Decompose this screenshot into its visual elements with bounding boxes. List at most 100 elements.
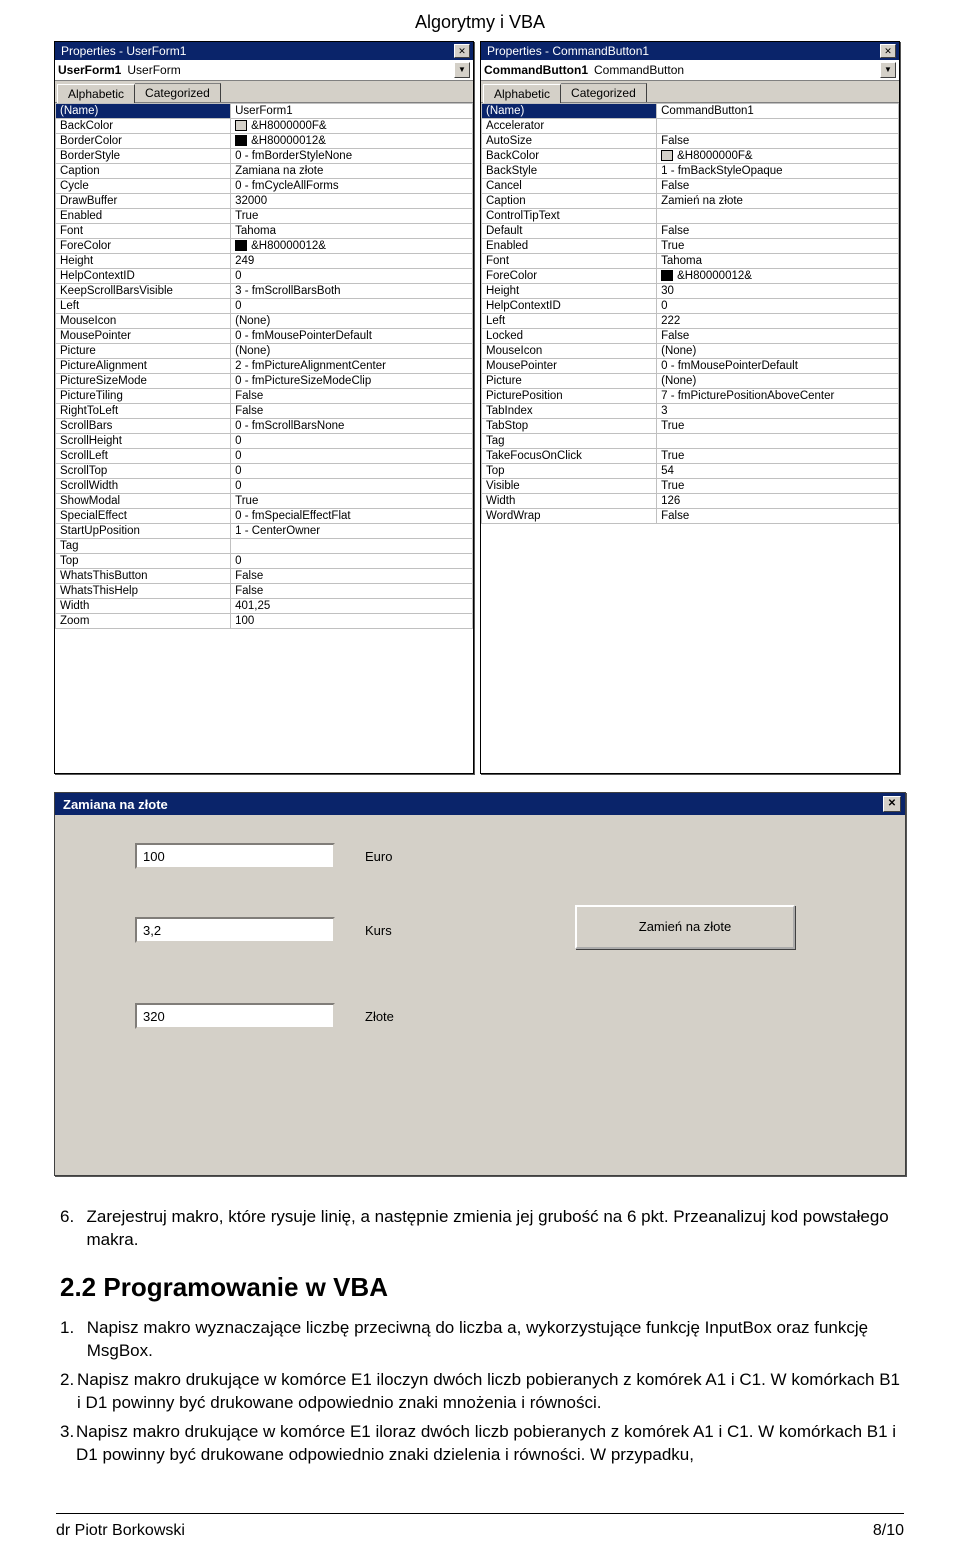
property-value[interactable]: False [231,404,473,419]
property-row[interactable]: Width126 [482,494,899,509]
chevron-down-icon[interactable]: ▼ [454,62,470,78]
property-value[interactable]: True [231,494,473,509]
property-value[interactable]: True [657,239,899,254]
property-value[interactable] [657,434,899,449]
property-row[interactable]: ForeColor&H80000012& [56,239,473,254]
property-value[interactable]: Zamiana na złote [231,164,473,179]
property-value[interactable]: True [657,419,899,434]
property-value[interactable]: &H8000000F& [231,119,473,134]
property-row[interactable]: TakeFocusOnClickTrue [482,449,899,464]
properties-grid-right[interactable]: (Name)CommandButton1AcceleratorAutoSizeF… [481,103,899,524]
property-row[interactable]: ForeColor&H80000012& [482,269,899,284]
property-value[interactable]: Zamień na złote [657,194,899,209]
property-row[interactable]: ScrollBars0 - fmScrollBarsNone [56,419,473,434]
property-row[interactable]: Accelerator [482,119,899,134]
property-row[interactable]: (Name)UserForm1 [56,104,473,119]
property-row[interactable]: EnabledTrue [56,209,473,224]
property-value[interactable]: False [657,134,899,149]
close-icon[interactable]: ✕ [454,44,470,58]
property-value[interactable]: 249 [231,254,473,269]
tab-alphabetic[interactable]: Alphabetic [57,84,135,103]
property-value[interactable]: 7 - fmPicturePositionAboveCenter [657,389,899,404]
property-row[interactable]: TabIndex3 [482,404,899,419]
property-row[interactable]: ScrollWidth0 [56,479,473,494]
property-value[interactable]: 126 [657,494,899,509]
property-value[interactable]: 0 [231,434,473,449]
property-row[interactable]: BackColor&H8000000F& [482,149,899,164]
property-value[interactable]: 0 - fmBorderStyleNone [231,149,473,164]
property-value[interactable]: True [231,209,473,224]
kurs-input[interactable] [135,917,335,943]
property-value[interactable]: 100 [231,614,473,629]
property-row[interactable]: Picture(None) [482,374,899,389]
property-value[interactable]: Tahoma [657,254,899,269]
property-row[interactable]: SpecialEffect0 - fmSpecialEffectFlat [56,509,473,524]
property-row[interactable]: KeepScrollBarsVisible3 - fmScrollBarsBot… [56,284,473,299]
property-value[interactable]: False [231,584,473,599]
property-row[interactable]: WhatsThisButtonFalse [56,569,473,584]
property-value[interactable]: 0 [231,554,473,569]
property-value[interactable]: 401,25 [231,599,473,614]
property-row[interactable]: Cycle0 - fmCycleAllForms [56,179,473,194]
property-row[interactable]: WordWrapFalse [482,509,899,524]
close-icon[interactable]: ✕ [883,796,901,812]
property-value[interactable]: 0 [657,299,899,314]
property-row[interactable]: LockedFalse [482,329,899,344]
property-row[interactable]: PictureAlignment2 - fmPictureAlignmentCe… [56,359,473,374]
property-row[interactable]: TabStopTrue [482,419,899,434]
close-icon[interactable]: ✕ [880,44,896,58]
property-row[interactable]: Tag [482,434,899,449]
property-row[interactable]: BorderStyle0 - fmBorderStyleNone [56,149,473,164]
property-row[interactable]: FontTahoma [482,254,899,269]
property-value[interactable]: 222 [657,314,899,329]
chevron-down-icon[interactable]: ▼ [880,62,896,78]
property-row[interactable]: PictureSizeMode0 - fmPictureSizeModeClip [56,374,473,389]
property-value[interactable]: 0 - fmPictureSizeModeClip [231,374,473,389]
property-row[interactable]: DrawBuffer32000 [56,194,473,209]
property-row[interactable]: Top54 [482,464,899,479]
property-row[interactable]: EnabledTrue [482,239,899,254]
property-row[interactable]: MouseIcon(None) [56,314,473,329]
property-value[interactable]: True [657,479,899,494]
property-value[interactable]: 0 - fmScrollBarsNone [231,419,473,434]
property-value[interactable]: True [657,449,899,464]
property-row[interactable]: CaptionZamień na złote [482,194,899,209]
property-value[interactable]: False [657,224,899,239]
property-value[interactable]: (None) [231,314,473,329]
object-selector-left[interactable]: UserForm1 UserForm ▼ [55,60,473,81]
property-row[interactable]: RightToLeftFalse [56,404,473,419]
property-value[interactable]: False [231,569,473,584]
property-value[interactable]: 1 - CenterOwner [231,524,473,539]
property-row[interactable]: HelpContextID0 [482,299,899,314]
property-value[interactable]: 0 [231,464,473,479]
tab-categorized[interactable]: Categorized [135,83,221,102]
property-row[interactable]: FontTahoma [56,224,473,239]
property-row[interactable]: VisibleTrue [482,479,899,494]
property-row[interactable]: Height30 [482,284,899,299]
zlote-input[interactable] [135,1003,335,1029]
property-value[interactable]: &H80000012& [231,134,473,149]
property-row[interactable]: (Name)CommandButton1 [482,104,899,119]
euro-input[interactable] [135,843,335,869]
property-row[interactable]: BackColor&H8000000F& [56,119,473,134]
property-row[interactable]: MouseIcon(None) [482,344,899,359]
property-row[interactable]: MousePointer0 - fmMousePointerDefault [56,329,473,344]
property-row[interactable]: Top0 [56,554,473,569]
property-row[interactable]: Picture(None) [56,344,473,359]
property-value[interactable] [657,209,899,224]
property-value[interactable]: 54 [657,464,899,479]
property-value[interactable]: 0 [231,449,473,464]
property-value[interactable] [657,119,899,134]
property-row[interactable]: StartUpPosition1 - CenterOwner [56,524,473,539]
property-value[interactable]: 0 - fmCycleAllForms [231,179,473,194]
property-row[interactable]: Tag [56,539,473,554]
property-value[interactable]: False [657,329,899,344]
property-row[interactable]: Left0 [56,299,473,314]
property-row[interactable]: HelpContextID0 [56,269,473,284]
property-value[interactable]: 1 - fmBackStyleOpaque [657,164,899,179]
property-value[interactable]: Tahoma [231,224,473,239]
property-value[interactable]: 30 [657,284,899,299]
property-value[interactable]: 0 - fmSpecialEffectFlat [231,509,473,524]
property-value[interactable]: 3 [657,404,899,419]
property-row[interactable]: ScrollTop0 [56,464,473,479]
